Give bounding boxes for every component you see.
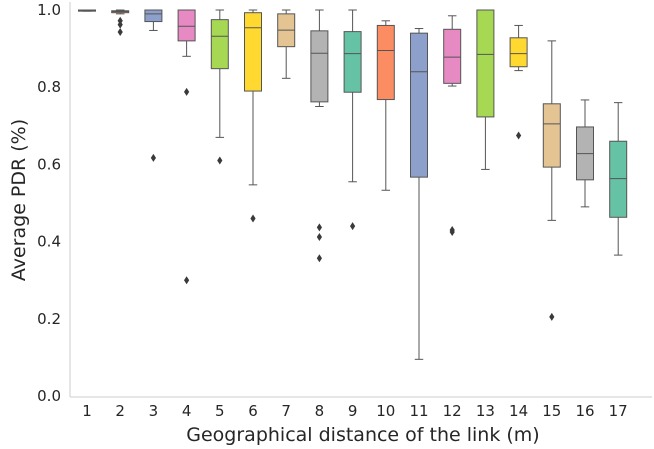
x-tick-label: 7 xyxy=(281,402,291,420)
iqr-box xyxy=(542,103,561,168)
outlier-point xyxy=(449,227,455,236)
y-tick-label: 1.0 xyxy=(37,1,61,19)
outlier-point xyxy=(184,87,190,96)
y-tick-label: 0.4 xyxy=(37,233,61,251)
outlier-point xyxy=(316,223,322,232)
x-axis-title: Geographical distance of the link (m) xyxy=(186,424,539,446)
x-tick-label: 4 xyxy=(182,402,192,420)
x-tick-label: 9 xyxy=(348,402,358,420)
box-group-12 xyxy=(443,15,462,236)
iqr-box xyxy=(410,32,428,178)
box-group-5 xyxy=(210,9,229,165)
x-tick-label: 14 xyxy=(509,402,528,420)
box-group-8 xyxy=(310,9,329,263)
boxes xyxy=(78,9,628,360)
iqr-box xyxy=(343,31,362,93)
box-group-6 xyxy=(244,9,262,223)
outlier-point xyxy=(217,156,223,165)
y-tick-labels: 0.0 0.2 0.4 0.6 0.8 1.0 xyxy=(37,1,61,405)
box-group-17 xyxy=(609,102,628,256)
x-tick-label: 17 xyxy=(609,402,628,420)
x-tick-label: 2 xyxy=(115,402,125,420)
box-group-2 xyxy=(111,9,130,37)
iqr-box xyxy=(376,24,395,101)
box-group-14 xyxy=(509,24,528,140)
box-group-11 xyxy=(410,28,428,360)
iqr-box xyxy=(177,9,196,42)
box-group-15 xyxy=(542,40,561,321)
iqr-box xyxy=(509,37,528,68)
iqr-box xyxy=(476,9,495,118)
x-tick-label: 5 xyxy=(215,402,225,420)
x-tick-label: 1 xyxy=(82,402,92,420)
x-tick-label: 6 xyxy=(248,402,258,420)
outlier-point xyxy=(150,153,156,162)
box-group-13 xyxy=(476,9,495,170)
x-tick-label: 11 xyxy=(409,402,428,420)
outlier-point xyxy=(117,28,123,37)
outlier-point xyxy=(117,20,123,29)
box-group-10 xyxy=(376,20,395,191)
outlier-point xyxy=(350,222,356,231)
iqr-box xyxy=(609,140,628,218)
y-tick-label: 0.2 xyxy=(37,310,61,328)
x-tick-label: 12 xyxy=(443,402,462,420)
outlier-point xyxy=(316,232,322,241)
iqr-box xyxy=(144,9,163,23)
iqr-box xyxy=(210,19,229,70)
outlier-point xyxy=(516,131,522,140)
y-axis-title: Average PDR (%) xyxy=(8,119,30,281)
x-tick-label: 3 xyxy=(149,402,159,420)
box-group-3 xyxy=(144,9,163,162)
iqr-box xyxy=(443,28,462,84)
axes xyxy=(69,2,652,398)
box-group-16 xyxy=(576,99,594,208)
outlier-point xyxy=(549,312,555,321)
x-tick-label: 8 xyxy=(315,402,325,420)
x-tick-label: 15 xyxy=(542,402,561,420)
iqr-box xyxy=(244,12,262,92)
x-tick-label: 13 xyxy=(476,402,495,420)
y-tick-label: 0.0 xyxy=(37,387,61,405)
iqr-box xyxy=(310,30,329,103)
outlier-point xyxy=(316,254,322,263)
x-tick-label: 10 xyxy=(376,402,395,420)
box-group-4 xyxy=(177,9,196,285)
y-tick-label: 0.6 xyxy=(37,155,61,173)
x-tick-label: 16 xyxy=(575,402,594,420)
y-tick-label: 0.8 xyxy=(37,78,61,96)
box-group-7 xyxy=(277,9,296,79)
outlier-point xyxy=(250,214,256,223)
box-group-1 xyxy=(78,9,96,12)
outlier-point xyxy=(184,276,190,285)
x-tick-labels: 1 2 3 4 5 6 7 8 9 10 11 12 13 14 15 16 17 xyxy=(82,402,628,420)
box-group-9 xyxy=(343,9,362,231)
